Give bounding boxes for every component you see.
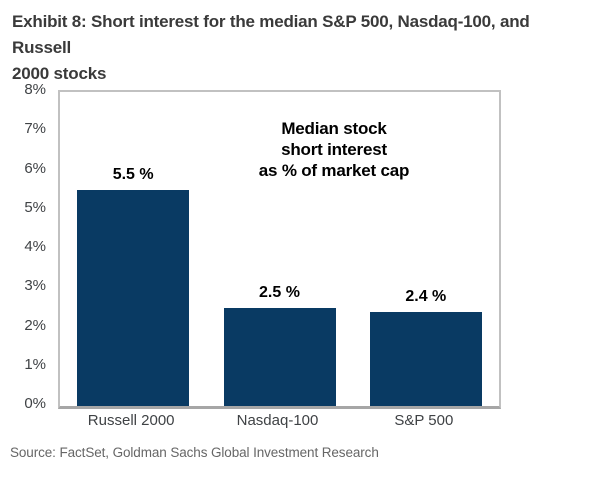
y-axis-tick-label: 3% <box>24 277 46 295</box>
exhibit-title: Exhibit 8: Short interest for the median… <box>12 9 592 87</box>
bar-value-label: 5.5 % <box>112 166 154 184</box>
x-axis-category-label: S&P 500 <box>394 412 454 429</box>
y-axis-tick-label: 2% <box>24 316 46 334</box>
y-axis-tick-label: 6% <box>24 159 46 177</box>
y-axis-tick-label: 4% <box>24 238 46 255</box>
y-axis-tick-label: 0% <box>24 395 46 412</box>
y-axis-tick-label: 8% <box>24 81 46 98</box>
exhibit-title-line-1: Exhibit 8: Short interest for the median… <box>12 12 530 57</box>
source-note: Source: FactSet, Goldman Sachs Global In… <box>10 445 379 460</box>
annotation-line-1: Median stock <box>281 119 387 138</box>
bar <box>77 190 190 406</box>
x-axis-category-label: Nasdaq-100 <box>236 412 319 429</box>
plot-area: Median stock short interest as % of mark… <box>58 90 501 409</box>
annotation-line-3: as % of market cap <box>258 161 410 180</box>
y-axis-tick-label: 7% <box>24 120 46 138</box>
y-axis-tick-label: 1% <box>24 355 46 373</box>
x-axis-category-label: Russell 2000 <box>87 412 175 429</box>
y-axis-tick-label: 5% <box>24 198 46 216</box>
bar <box>369 311 482 406</box>
bar-value-label: 2.4 % <box>405 287 447 305</box>
bar <box>223 307 336 406</box>
annotation-line-2: short interest <box>281 140 387 159</box>
exhibit-title-line-2: 2000 stocks <box>12 64 107 83</box>
chart-annotation: Median stock short interest as % of mark… <box>204 118 464 181</box>
bar-value-label: 2.5 % <box>259 283 300 301</box>
